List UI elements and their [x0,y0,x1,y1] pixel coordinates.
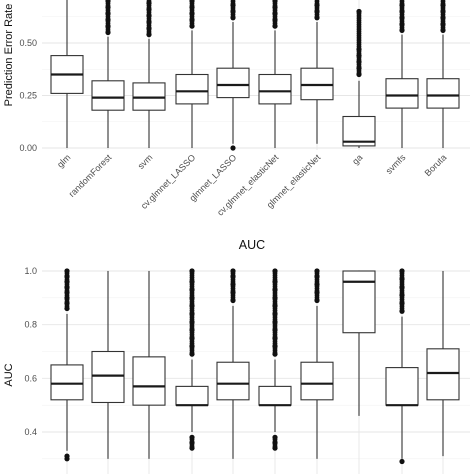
box-svm [132,271,166,459]
y-tick-label: 0.6 [24,373,37,383]
iqr-box [175,73,209,105]
box-cv.glmnet_elasticNet [258,0,292,148]
y-tick-label: 0.25 [19,91,37,101]
box-glm [50,268,84,462]
outlier-point [314,297,320,302]
iqr-box [216,361,250,401]
box-glm [50,0,84,148]
box-randomForest [91,0,125,148]
outlier-point [189,443,195,449]
iqr-box [132,356,166,406]
iqr-box [91,80,125,111]
box-cv.glmnet_LASSO [175,0,209,148]
y-tick-label: 1.0 [24,266,37,276]
y-axis-title: AUC [3,363,15,386]
outlier-point [230,145,236,151]
box-glmnet_LASSO [216,0,250,151]
panel-title: AUC [239,238,265,252]
box-randomForest [91,271,125,459]
outlier-point [230,14,236,20]
x-tick-label: glm [55,152,72,169]
outlier-point [189,350,195,355]
outlier-point [356,70,362,76]
iqr-box [385,367,419,406]
iqr-box [91,350,125,404]
outlier-point [230,297,236,302]
x-tick-label: randomForest [67,152,114,199]
x-tick-label: ga [350,152,364,166]
outlier-point [399,458,405,465]
box-svmfs [385,268,419,465]
iqr-box [50,364,84,401]
y-axis-title: Prediction Error Rate [3,4,15,107]
outlier-point [146,31,152,37]
outlier-point [440,27,446,33]
outlier-point [399,27,405,33]
outlier-point [399,308,405,313]
outlier-point [272,350,278,355]
box-svmfs [385,0,419,148]
iqr-box [258,73,292,105]
x-tick-label: svm [136,152,155,171]
x-tick-label: svmfs [384,152,408,176]
outlier-point [189,23,195,28]
box-glmnet_elasticNet [300,268,334,459]
box-svm [132,0,166,148]
outlier-point [105,29,111,35]
outlier-point [272,23,278,28]
iqr-box [300,361,334,401]
auc-panel: 0.4 0.6 0.8 1.0 AUC AUC [3,238,470,474]
outlier-point [64,306,70,311]
y-tick-label: 0.50 [19,38,37,48]
box-Boruta [426,0,460,148]
iqr-box [385,78,419,109]
iqr-box [216,67,250,99]
iqr-box [426,348,460,401]
y-tick-label: 0.4 [24,427,37,437]
outlier-point [314,14,320,20]
outlier-point [64,453,70,459]
box-cv.glmnet_LASSO [175,268,209,451]
box-glmnet_elasticNet [300,0,334,144]
iqr-box [175,385,209,406]
iqr-box [426,78,460,109]
box-cv.glmnet_elasticNet [258,268,292,451]
y-tick-label: 0.8 [24,320,37,330]
x-tick-label: Boruta [423,152,449,178]
iqr-box [342,270,376,334]
box-ga [342,270,376,416]
y-tick-label: 0.00 [19,143,37,153]
box-Boruta [426,271,460,457]
iqr-box [258,385,292,406]
outlier-point [272,443,278,449]
box-ga [342,8,376,148]
prediction-error-panel: 0.00 0.25 0.50 Prediction Error Rate glmrand… [3,0,470,218]
box-glmnet_LASSO [216,268,250,459]
